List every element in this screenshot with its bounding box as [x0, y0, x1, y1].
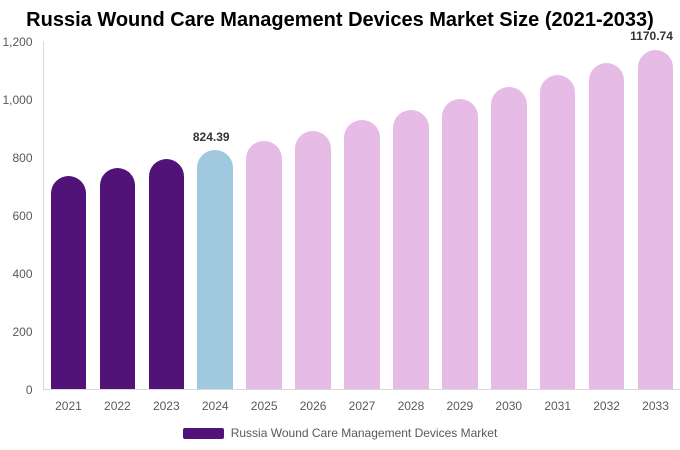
x-axis-tick-label: 2021 — [55, 399, 82, 413]
bar-2031[interactable] — [539, 75, 576, 389]
bar-2026[interactable] — [295, 130, 331, 389]
bar-2022[interactable] — [99, 167, 136, 389]
x-axis-baseline — [43, 389, 680, 390]
x-axis-tick-label: 2032 — [593, 399, 620, 413]
x-axis-tick-label: 2023 — [152, 399, 180, 413]
x-axis-tick-label: 2028 — [397, 399, 425, 413]
x-axis-tick-label: 2024 — [201, 399, 229, 413]
x-axis-tick-label: 2031 — [544, 399, 572, 413]
y-axis-tick-label: 400 — [12, 267, 33, 282]
bar-2032[interactable] — [588, 62, 625, 389]
bar-2027[interactable] — [344, 120, 380, 389]
x-axis-tick-label: 2027 — [348, 399, 376, 413]
bar-2033[interactable] — [637, 49, 674, 389]
y-axis-tick-label: 800 — [12, 151, 33, 166]
x-axis-tick-label: 2025 — [250, 399, 278, 413]
bar-2030[interactable] — [491, 87, 527, 389]
bar-2028[interactable] — [393, 109, 429, 389]
bar-2024[interactable] — [197, 150, 233, 389]
y-axis-tick-label: 200 — [12, 325, 33, 340]
y-axis-tick-label: 1,200 — [2, 35, 33, 50]
legend-item[interactable]: Russia Wound Care Management Devices Mar… — [182, 426, 498, 440]
legend: Russia Wound Care Management Devices Mar… — [0, 426, 680, 440]
y-axis-tick-label: 1,000 — [2, 93, 33, 108]
x-axis-tick-label: 2022 — [104, 399, 131, 413]
y-axis-tick-label: 0 — [25, 383, 33, 398]
y-axis-line — [43, 41, 44, 390]
legend-label: Russia Wound Care Management Devices Mar… — [230, 426, 498, 440]
x-axis-tick-label: 2029 — [446, 399, 474, 413]
x-axis-tick-label: 2026 — [299, 399, 327, 413]
bar-2021[interactable] — [50, 176, 87, 389]
y-axis-tick-label: 600 — [12, 209, 33, 224]
bar-value-label: 1170.74 — [630, 29, 673, 44]
bar-2023[interactable] — [148, 159, 185, 389]
x-axis-tick-label: 2033 — [642, 399, 669, 413]
chart-title: Russia Wound Care Management Devices Mar… — [26, 9, 654, 31]
bar-2029[interactable] — [442, 98, 478, 389]
bar-value-label: 824.39 — [192, 129, 230, 144]
x-axis-tick-label: 2030 — [495, 399, 523, 413]
legend-swatch-icon — [182, 427, 224, 439]
bar-2025[interactable] — [246, 140, 282, 389]
